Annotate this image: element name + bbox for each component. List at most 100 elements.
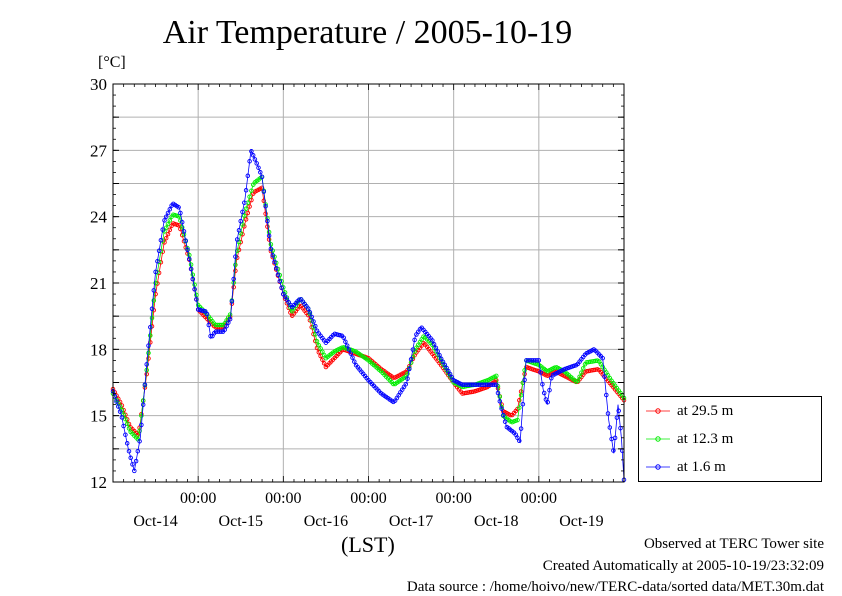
data-point [261,189,267,194]
legend-label: at 29.5 m [677,402,734,419]
data-point [405,376,410,381]
data-point [249,197,254,203]
data-point [227,316,233,322]
chart-title: Air Temperature / 2005-10-19 [162,14,573,51]
data-point [297,297,302,302]
data-point [517,398,522,403]
data-point [268,242,274,247]
data-point [242,213,247,218]
data-point [117,409,123,414]
data-point [176,205,181,210]
data-point [204,311,210,317]
data-point [520,401,526,407]
data-point [604,392,609,398]
data-point [522,368,527,373]
data-point [616,408,621,414]
data-point [243,188,249,193]
data-point [508,412,513,418]
data-point [602,374,607,379]
data-point [116,404,121,409]
data-point [611,448,616,453]
legend-label: at 12.3 m [677,430,734,447]
data-point [343,339,348,344]
data-point [305,306,311,311]
data-point [492,382,497,387]
data-point [148,333,153,338]
data-point [242,200,247,205]
data-point [249,188,254,193]
data-point [183,238,188,243]
data-point [311,319,316,324]
data-point [265,218,270,224]
data-point [234,248,240,254]
data-point [494,373,499,379]
data-point [165,210,171,216]
legend-marker-green [646,436,670,442]
data-point [545,399,550,405]
data-point [151,288,157,293]
data-point [124,441,130,446]
data-point [540,382,545,387]
data-point [179,225,185,230]
data-point [126,426,132,431]
data-point [497,399,503,404]
x-time-label: 00:00 [265,490,301,507]
data-point [263,204,268,209]
data-point [222,327,228,332]
data-point [162,218,167,223]
data-point [577,374,582,379]
data-point [517,438,522,444]
data-point [149,306,155,312]
data-point [227,312,233,317]
data-point [499,406,504,411]
data-point [243,206,249,211]
data-point [130,462,135,467]
x-time-label: 00:00 [180,490,216,507]
data-point [124,421,130,427]
x-day-label: Oct-17 [389,513,433,530]
grid-lines [113,84,624,482]
data-point [258,170,263,175]
data-point [494,382,499,387]
data-point [151,298,157,303]
data-point [178,210,183,216]
data-point [123,416,128,422]
data-point [517,405,522,410]
data-point [412,337,417,343]
data-point [435,349,440,354]
data-point [245,173,251,179]
data-point [208,333,213,339]
data-point [309,314,314,320]
data-point [236,228,242,233]
data-point [206,322,212,328]
data-point [320,357,325,362]
series-layer [110,148,627,483]
legend-marker-red [646,408,670,414]
data-point [231,276,236,282]
data-point [501,412,506,418]
legend: at 29.5 m at 12.3 m at 1.6 m [638,396,822,482]
legend-item-1-6m: at 1.6 m [645,455,726,479]
data-point [254,161,259,166]
data-point [430,338,435,343]
data-point [575,378,581,384]
data-point [226,320,231,325]
data-point [188,266,194,272]
data-point [176,214,181,219]
data-point [252,157,258,162]
data-point [272,259,277,265]
data-point [137,428,142,434]
data-point [313,323,318,329]
data-point [494,378,499,383]
data-point [188,262,194,267]
x-day-label: Oct-19 [559,513,603,530]
data-point [194,292,199,298]
y-tick-label: 12 [90,473,107,492]
y-tick-label: 21 [90,274,107,293]
data-point [579,370,584,375]
legend-label: at 1.6 m [677,458,726,475]
data-point [320,349,325,354]
data-point [165,221,171,227]
y-tick-label: 30 [90,75,107,94]
